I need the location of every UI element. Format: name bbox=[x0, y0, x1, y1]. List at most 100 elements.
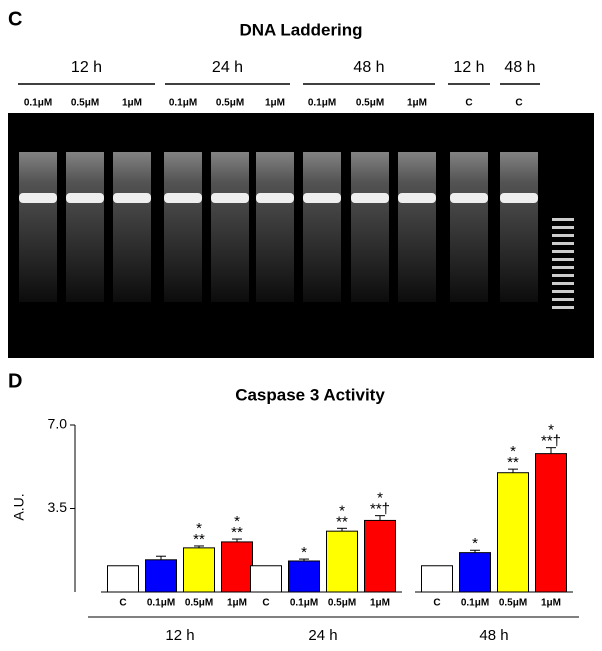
gel-image bbox=[8, 113, 594, 358]
gel-group-label: 12 h bbox=[453, 59, 484, 76]
ladder-band bbox=[552, 282, 574, 285]
lane-label: 1μM bbox=[265, 98, 285, 109]
gel-lane bbox=[398, 152, 436, 302]
panel-label: D bbox=[8, 370, 22, 392]
x-tick-label: 1μM bbox=[541, 598, 561, 609]
gel-well bbox=[164, 193, 202, 203]
ladder-band bbox=[552, 218, 574, 221]
gel-well bbox=[398, 193, 436, 203]
gel-lane bbox=[303, 152, 341, 302]
y-tick-label: 7.0 bbox=[48, 416, 68, 432]
bar bbox=[107, 565, 139, 593]
gel-group-label: 12 h bbox=[71, 59, 102, 76]
gel-lane bbox=[351, 152, 389, 302]
lane-label: 1μM bbox=[407, 98, 427, 109]
bar bbox=[459, 552, 491, 593]
bar bbox=[145, 559, 177, 593]
gel-lane bbox=[113, 152, 151, 302]
x-tick-label: 1μM bbox=[227, 598, 247, 609]
x-tick-label: 0.5μM bbox=[185, 598, 213, 609]
gel-lane bbox=[256, 152, 294, 302]
bar bbox=[221, 541, 253, 593]
lane-label: 0.5μM bbox=[71, 98, 99, 109]
gel-lane bbox=[500, 152, 538, 302]
lane-label: 1μM bbox=[122, 98, 142, 109]
lane-label: 0.5μM bbox=[356, 98, 384, 109]
significance-mark: * bbox=[301, 544, 307, 561]
gel-title: DNA Laddering bbox=[239, 20, 362, 39]
x-group-label: 48 h bbox=[479, 627, 508, 644]
significance-mark: * bbox=[196, 520, 202, 537]
x-tick-label: 0.5μM bbox=[499, 598, 527, 609]
gel-well bbox=[19, 193, 57, 203]
bar bbox=[364, 519, 396, 593]
significance-mark: * bbox=[472, 535, 478, 552]
gel-group-label: 48 h bbox=[353, 59, 384, 76]
gel-lane bbox=[66, 152, 104, 302]
gel-group-label: 48 h bbox=[504, 59, 535, 76]
ladder-band bbox=[552, 258, 574, 261]
bar bbox=[326, 530, 358, 593]
significance-mark: * bbox=[548, 422, 554, 439]
gel-lane bbox=[211, 152, 249, 302]
bar bbox=[288, 560, 320, 593]
ladder-band bbox=[552, 266, 574, 269]
gel-well bbox=[66, 193, 104, 203]
significance-mark: ** bbox=[336, 513, 348, 530]
ladder-band bbox=[552, 242, 574, 245]
ladder-band bbox=[552, 250, 574, 253]
y-tick-label: 3.5 bbox=[48, 499, 68, 515]
gel-well bbox=[450, 193, 488, 203]
significance-mark: * bbox=[234, 513, 240, 530]
ladder-band bbox=[552, 234, 574, 237]
bar bbox=[250, 565, 282, 593]
x-tick-label: 0.1μM bbox=[147, 598, 175, 609]
ladder-band bbox=[552, 306, 574, 309]
significance-mark: * bbox=[510, 443, 516, 460]
x-tick-label: C bbox=[119, 598, 126, 609]
significance-mark: ** bbox=[231, 524, 243, 541]
gel-well bbox=[303, 193, 341, 203]
x-tick-label: 0.5μM bbox=[328, 598, 356, 609]
gel-lane bbox=[19, 152, 57, 302]
gel-lane bbox=[450, 152, 488, 302]
lane-label: 0.1μM bbox=[24, 98, 52, 109]
bar bbox=[497, 472, 529, 593]
lane-label: 0.1μM bbox=[308, 98, 336, 109]
lane-label: C bbox=[515, 98, 522, 109]
ladder-band bbox=[552, 226, 574, 229]
y-axis-label: A.U. bbox=[11, 493, 27, 520]
gel-well bbox=[256, 193, 294, 203]
significance-mark: * bbox=[339, 502, 345, 519]
x-tick-label: 0.1μM bbox=[461, 598, 489, 609]
significance-mark: * bbox=[377, 490, 383, 507]
gel-well bbox=[351, 193, 389, 203]
significance-mark: ** bbox=[193, 531, 205, 548]
lane-label: 0.5μM bbox=[216, 98, 244, 109]
x-tick-label: 0.1μM bbox=[290, 598, 318, 609]
lane-label: C bbox=[465, 98, 472, 109]
x-group-label: 24 h bbox=[308, 627, 337, 644]
x-group-label: 12 h bbox=[165, 627, 194, 644]
chart-title: Caspase 3 Activity bbox=[235, 385, 385, 404]
lane-label: 0.1μM bbox=[169, 98, 197, 109]
ladder-band bbox=[552, 274, 574, 277]
bar bbox=[183, 547, 215, 593]
significance-mark: ** bbox=[507, 454, 519, 471]
x-tick-label: 1μM bbox=[370, 598, 390, 609]
significance-mark: **† bbox=[541, 433, 561, 450]
ladder-band bbox=[552, 290, 574, 293]
panel-label: C bbox=[8, 8, 22, 30]
bar bbox=[535, 453, 567, 593]
gel-well bbox=[211, 193, 249, 203]
ladder-band bbox=[552, 298, 574, 301]
significance-mark: **† bbox=[370, 501, 390, 518]
gel-lane bbox=[164, 152, 202, 302]
bar bbox=[421, 565, 453, 593]
gel-group-label: 24 h bbox=[212, 59, 243, 76]
x-tick-label: C bbox=[433, 598, 440, 609]
gel-well bbox=[500, 193, 538, 203]
x-tick-label: C bbox=[262, 598, 269, 609]
